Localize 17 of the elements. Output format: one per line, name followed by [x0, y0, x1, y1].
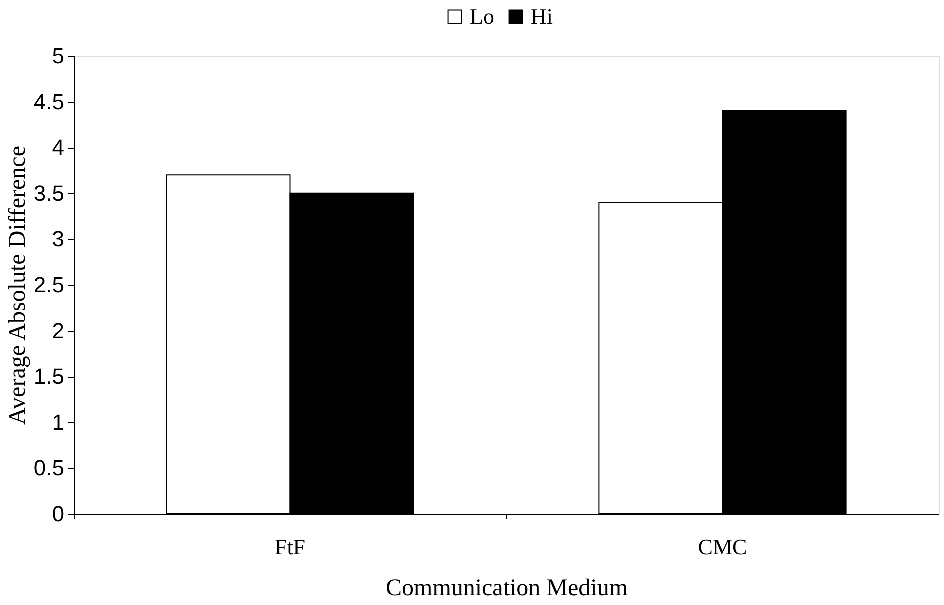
y-tick-label: 0 [52, 502, 64, 526]
y-tick-label: 1 [52, 410, 64, 435]
y-tick-label: 2 [52, 318, 64, 344]
y-tick-label: 3.5 [34, 180, 64, 206]
y-tick-label: 1.5 [34, 364, 64, 390]
legend-label: Lo [470, 4, 494, 29]
y-tick-label: 4 [52, 135, 64, 160]
legend-label: Hi [531, 4, 553, 29]
y-tick-label: 5 [52, 44, 64, 68]
y-tick-label: 0.5 [34, 456, 64, 481]
y-tick-label: 4.5 [34, 89, 64, 114]
x-tick-label: FtF [274, 534, 306, 560]
x-tick-label: CMC [698, 534, 748, 560]
x-axis-title: Communication Medium [386, 576, 628, 602]
y-axis-title: Average Absolute Difference [4, 146, 31, 425]
y-tick-label: 3 [52, 226, 64, 252]
y-tick-label: 2.5 [34, 272, 64, 298]
